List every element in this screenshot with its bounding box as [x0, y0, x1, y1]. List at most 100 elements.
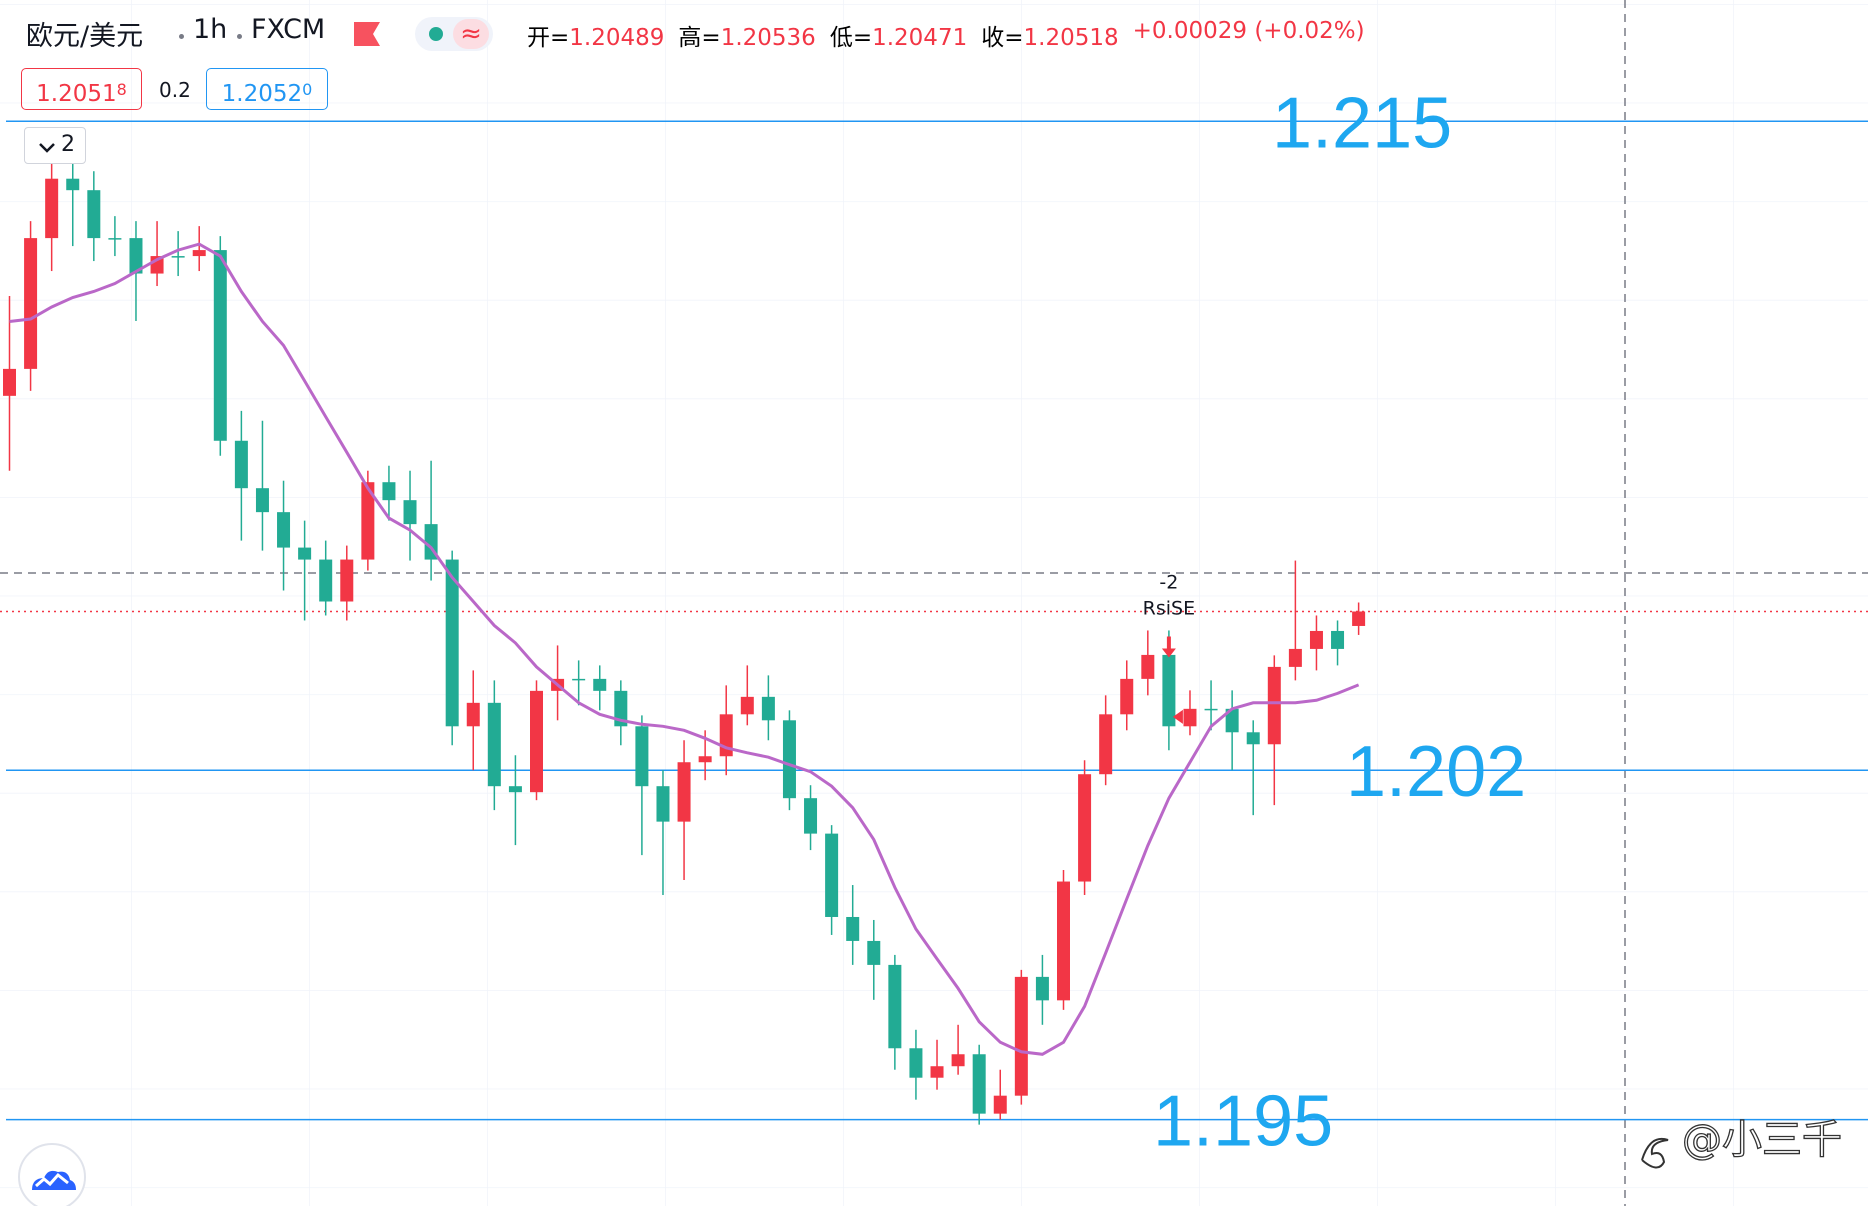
candle-body — [1204, 708, 1218, 711]
candle-body — [108, 238, 122, 240]
candle-body — [951, 1054, 965, 1067]
candle-body — [1099, 714, 1113, 775]
candle-body — [277, 512, 291, 548]
candle-body — [382, 482, 396, 501]
candle-body — [993, 1095, 1007, 1114]
candle-body — [782, 720, 796, 799]
candle-body — [1309, 630, 1323, 649]
ohlc-legend: 开=1.20489 高=1.20536 低=1.20471 收=1.20518 … — [527, 18, 1365, 52]
candle-body — [909, 1048, 923, 1078]
ohlc-value: 1.20471 — [872, 25, 968, 51]
candle-body — [192, 250, 206, 257]
signal-exit-arrow — [1172, 709, 1183, 724]
signal-arrow — [1161, 636, 1176, 658]
ohlc-item: 收=1.20518 — [981, 18, 1118, 52]
marks: 1.215 1.202 1.195 -2 RsiSE @小三千 — [0, 83, 1868, 1169]
candle-body — [740, 696, 754, 715]
interval: 1h — [193, 14, 228, 45]
candle-body — [888, 964, 902, 1049]
ohlc-label: 高= — [678, 25, 721, 51]
bid-button[interactable]: 1.20518 — [21, 68, 142, 110]
candle-body — [3, 368, 16, 396]
watermark: @小三千 — [1682, 1117, 1842, 1163]
candle-body — [1141, 654, 1155, 679]
candle-body — [255, 488, 269, 513]
flag-icon[interactable] — [352, 20, 382, 50]
ohlc-value: 1.20518 — [1023, 25, 1119, 51]
candle-body — [24, 238, 38, 369]
candle-body — [530, 690, 543, 793]
candle-body — [614, 690, 628, 727]
bid-pip: 8 — [116, 80, 127, 99]
candle-body — [593, 678, 607, 691]
candle-body — [825, 833, 839, 917]
candle-body — [1331, 630, 1345, 649]
candle-body — [66, 178, 80, 191]
ask-button[interactable]: 1.20520 — [206, 68, 328, 110]
candle-body — [972, 1054, 986, 1114]
separator — [179, 34, 184, 39]
watermark-logo — [1641, 1138, 1669, 1169]
candle-body — [403, 500, 417, 525]
ask-pip: 0 — [302, 80, 313, 99]
candle-body — [930, 1066, 944, 1078]
status-pill[interactable]: ≈ — [415, 17, 493, 51]
separator — [237, 34, 242, 39]
candle-body — [508, 786, 522, 793]
candle-body — [487, 702, 501, 787]
candle-body — [804, 798, 818, 834]
candle-body — [635, 726, 649, 787]
candle-body — [234, 440, 248, 489]
candle-body — [1014, 976, 1028, 1096]
ohlc-label: 开= — [527, 25, 570, 51]
candle-body — [1267, 666, 1281, 745]
candle-body — [466, 702, 480, 727]
ohlc-value: 1.20489 — [569, 25, 665, 51]
candle-body — [1120, 678, 1134, 715]
chevron — [39, 143, 55, 153]
candle-body — [171, 256, 185, 258]
candle-body — [1035, 976, 1049, 1001]
ask-main: 1.2052 — [221, 81, 303, 107]
candle-body — [445, 559, 459, 727]
collapse-button[interactable]: 2 — [24, 127, 86, 164]
candle-body — [319, 559, 333, 602]
candle-body — [1352, 611, 1366, 626]
candle-body — [1246, 732, 1260, 745]
level-label: 1.195 — [1153, 1082, 1333, 1162]
candle-body — [340, 559, 354, 602]
candle-body — [1288, 648, 1302, 667]
level-label: 1.202 — [1346, 732, 1526, 812]
moving-average — [9, 242, 1360, 1056]
candle-body — [87, 190, 101, 239]
level-label: 1.215 — [1272, 83, 1452, 163]
status-approx: ≈ — [453, 19, 489, 49]
candle-body — [45, 178, 59, 239]
candle-body — [1057, 881, 1070, 1001]
ohlc-item: 低=1.20471 — [830, 18, 967, 52]
candle-body — [1183, 708, 1197, 727]
spread: 0.2 — [159, 78, 191, 102]
candle-body — [677, 762, 691, 822]
candle-body — [761, 696, 775, 721]
symbol: 欧元/美元 — [26, 21, 144, 52]
candle-body — [1225, 708, 1239, 733]
ohlc-item: 高=1.20536 — [678, 18, 815, 52]
ohlc-item: 开=1.20489 — [527, 18, 664, 52]
ohlc-value: 1.20536 — [720, 25, 816, 51]
candle-body — [1162, 654, 1176, 727]
candle-body — [298, 547, 312, 560]
candle-body — [867, 940, 881, 965]
candle-body — [213, 250, 227, 441]
candle-body — [572, 678, 586, 681]
candle-body — [129, 238, 143, 274]
ohlc-label: 收= — [981, 25, 1024, 51]
change: +0.00029 (+0.02%) — [1132, 18, 1365, 44]
candle-body — [846, 916, 860, 941]
bottom-logo — [18, 1143, 86, 1206]
candle-body — [698, 756, 712, 763]
candle-body — [361, 482, 375, 560]
collapse-count: 2 — [61, 132, 75, 157]
